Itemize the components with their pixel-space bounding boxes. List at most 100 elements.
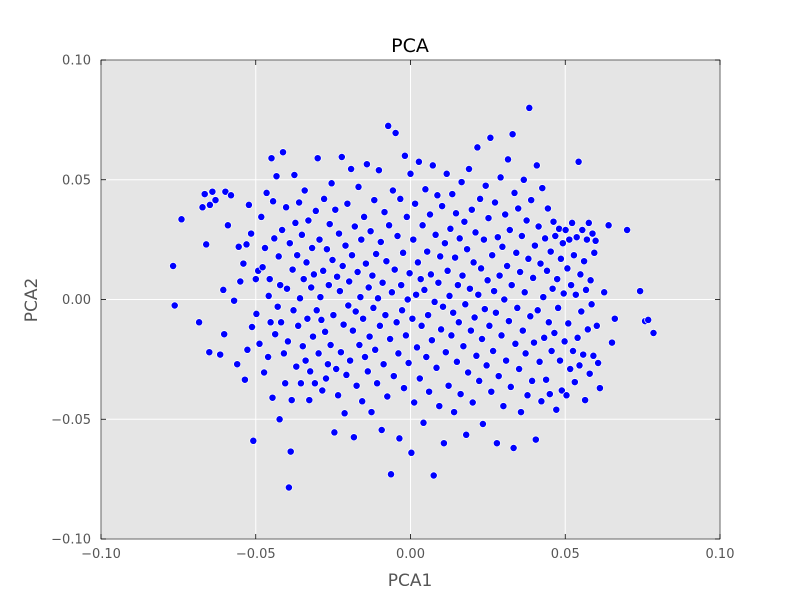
scatter-point <box>510 188 519 197</box>
scatter-point <box>279 148 287 157</box>
scatter-point <box>539 293 548 302</box>
scatter-point <box>502 356 511 365</box>
scatter-point <box>418 221 427 230</box>
scatter-point <box>255 339 264 348</box>
scatter-point <box>443 266 452 275</box>
scatter-point <box>413 258 422 267</box>
scatter-point <box>289 306 298 315</box>
scatter-point <box>446 224 455 233</box>
scatter-point <box>410 398 419 407</box>
scatter-point <box>437 325 446 334</box>
scatter-point <box>230 296 239 305</box>
scatter-point <box>543 204 552 213</box>
x-tick-label: −0.05 <box>236 547 276 562</box>
scatter-point <box>424 311 433 320</box>
scatter-point <box>551 232 560 240</box>
scatter-point <box>248 323 256 331</box>
scatter-point <box>555 224 564 233</box>
scatter-point <box>541 234 550 243</box>
scatter-point <box>335 229 343 238</box>
scatter-point <box>288 265 297 274</box>
scatter-point <box>560 337 569 346</box>
scatter-point <box>517 232 526 240</box>
scatter-point <box>402 212 411 221</box>
x-tick-label: 0.10 <box>706 547 735 562</box>
scatter-point <box>211 196 220 205</box>
scatter-point <box>205 348 214 357</box>
scatter-point <box>457 178 466 187</box>
scatter-point <box>520 288 529 297</box>
scatter-point <box>448 190 457 199</box>
scatter-point <box>342 370 351 379</box>
scatter-point <box>571 290 580 299</box>
scatter-point <box>452 357 461 366</box>
scatter-point <box>534 222 543 231</box>
scatter-point <box>468 398 477 407</box>
scatter-point <box>281 379 290 388</box>
scatter-point <box>573 333 582 342</box>
scatter-point <box>454 318 463 327</box>
scatter-point <box>262 188 271 197</box>
scatter-point <box>430 297 439 306</box>
scatter-point <box>470 313 479 322</box>
scatter-point <box>644 315 653 324</box>
scatter-point <box>310 379 319 388</box>
scatter-point <box>422 353 431 361</box>
scatter-point <box>337 153 346 161</box>
scatter-point <box>486 133 495 142</box>
scatter-point <box>545 390 554 399</box>
scatter-point <box>322 374 330 383</box>
scatter-point <box>411 199 420 208</box>
scatter-point <box>345 277 354 286</box>
scatter-point <box>434 278 443 287</box>
scatter-point <box>330 428 339 437</box>
scatter-point <box>360 212 369 221</box>
scatter-point <box>275 415 284 424</box>
scatter-point <box>309 332 317 341</box>
scatter-point <box>352 381 361 390</box>
scatter-point <box>385 221 394 230</box>
scatter-point <box>283 284 291 293</box>
scatter-point <box>447 331 456 340</box>
scatter-point <box>349 433 358 442</box>
scatter-point <box>417 321 426 330</box>
scatter-point <box>369 303 378 312</box>
scatter-point <box>318 386 327 395</box>
scatter-point <box>508 130 517 139</box>
scatter-point <box>408 314 417 323</box>
scatter-point <box>368 271 377 280</box>
scatter-point <box>439 302 447 311</box>
scatter-point <box>223 221 232 230</box>
x-axis-label: PCA1 <box>388 571 433 591</box>
scatter-point <box>474 290 483 299</box>
scatter-point <box>569 251 578 260</box>
scatter-point <box>491 308 500 317</box>
scatter-point <box>412 290 421 299</box>
scatter-point <box>588 229 597 238</box>
scatter-point <box>559 289 568 298</box>
scatter-point <box>313 154 322 163</box>
scatter-point <box>592 321 601 330</box>
scatter-point <box>331 205 340 214</box>
scatter-point <box>566 365 575 373</box>
scatter-point <box>373 379 382 388</box>
scatter-point <box>216 350 225 359</box>
scatter-point <box>438 202 447 211</box>
scatter-point <box>374 166 383 175</box>
scatter-point <box>361 259 370 268</box>
plot-area <box>100 59 721 540</box>
scatter-point <box>387 470 395 479</box>
scatter-point <box>366 227 375 236</box>
scatter-point <box>332 365 341 373</box>
scatter-point <box>355 341 364 349</box>
scatter-point <box>205 200 214 209</box>
y-tick-label: −0.05 <box>51 413 91 428</box>
scatter-point <box>549 217 558 226</box>
scatter-point <box>334 391 343 400</box>
scatter-point <box>465 284 474 293</box>
scatter-point <box>455 234 464 243</box>
scatter-point <box>400 384 408 393</box>
scatter-point <box>219 285 228 294</box>
scatter-point <box>363 367 372 376</box>
scatter-point <box>476 194 485 203</box>
